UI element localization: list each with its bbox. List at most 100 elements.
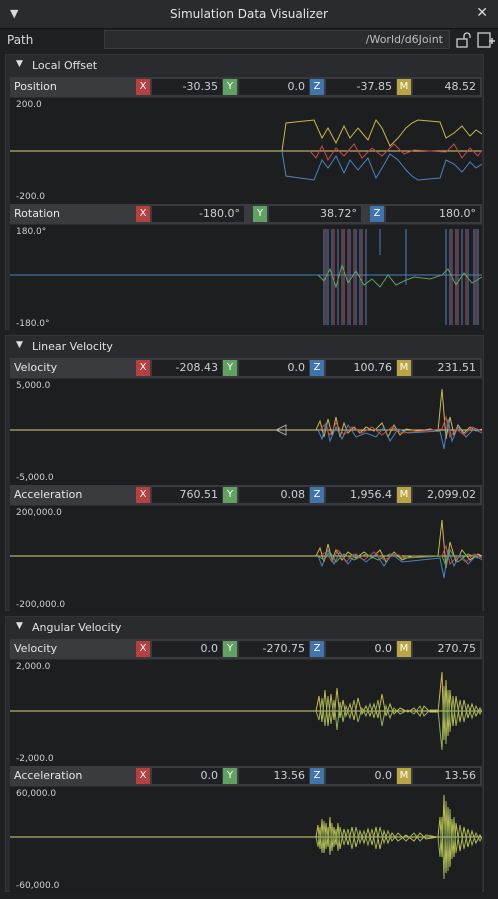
section-header[interactable]: ▼ Linear Velocity xyxy=(6,336,483,358)
x-badge: X xyxy=(136,360,150,376)
z-badge: Z xyxy=(310,487,324,503)
axis-max-label: 2,000.0 xyxy=(16,662,51,672)
axis-max-label: 200,000.0 xyxy=(16,508,62,518)
x-value[interactable]: -30.35 xyxy=(152,79,222,95)
rotation-plot: 180.0° -180.0° xyxy=(10,225,482,331)
acceleration-plot: 200,000.0 -200,000.0 xyxy=(10,506,482,612)
plot-traces xyxy=(10,118,482,181)
m-value[interactable]: 231.51 xyxy=(413,360,480,376)
triangle-down-icon[interactable]: ▼ xyxy=(16,621,23,631)
plot-traces xyxy=(10,671,482,751)
z-value[interactable]: 1,956.4 xyxy=(326,487,396,503)
velocity-plot: 5,000.0 -5,000.0 xyxy=(10,379,482,485)
section-angular-velocity: ▼ Angular Velocity Velocity X 0.0 Y -270… xyxy=(5,616,484,893)
x-badge: X xyxy=(136,641,150,657)
acceleration-row: Acceleration X 760.51 Y 0.08 Z 1,956.4 M… xyxy=(10,485,482,505)
lock-icon[interactable] xyxy=(455,32,471,48)
x-value[interactable]: -180.0° xyxy=(152,206,244,222)
m-value[interactable]: 13.56 xyxy=(413,768,480,784)
m-badge: M xyxy=(397,487,411,503)
m-value[interactable]: 2,099.02 xyxy=(413,487,480,503)
z-badge: Z xyxy=(370,206,384,222)
z-badge: Z xyxy=(310,768,324,784)
row-label: Rotation xyxy=(14,207,61,220)
close-icon[interactable]: ✕ xyxy=(476,5,488,21)
y-badge: Y xyxy=(223,487,237,503)
add-icon[interactable] xyxy=(477,32,495,48)
z-value[interactable]: 0.0 xyxy=(326,641,396,657)
row-label: Position xyxy=(14,80,57,93)
y-badge: Y xyxy=(223,641,237,657)
axis-max-label: 5,000.0 xyxy=(16,381,51,391)
section-title[interactable]: Linear Velocity xyxy=(32,340,113,353)
section-header[interactable]: ▼ Angular Velocity xyxy=(6,617,483,639)
y-value[interactable]: 0.08 xyxy=(239,487,309,503)
triangle-down-icon[interactable]: ▼ xyxy=(16,59,23,69)
section-header[interactable]: ▼ Local Offset xyxy=(6,55,483,77)
section-local-offset: ▼ Local Offset Position X -30.35 Y 0.0 Z… xyxy=(5,54,484,331)
axis-min-label: -180.0° xyxy=(16,319,50,329)
position-plot: 200.0 -200.0 xyxy=(10,98,482,204)
triangle-down-icon[interactable]: ▼ xyxy=(10,7,19,20)
y-value[interactable]: 38.72° xyxy=(269,206,361,222)
path-field[interactable]: /World/d6Joint xyxy=(104,30,450,49)
m-value[interactable]: 48.52 xyxy=(413,79,480,95)
plot-traces xyxy=(10,388,482,450)
m-badge: M xyxy=(397,641,411,657)
velocity-plot: 2,000.0 -2,000.0 xyxy=(10,660,482,766)
row-label: Acceleration xyxy=(14,488,83,501)
plot-traces xyxy=(10,794,482,880)
y-badge: Y xyxy=(253,206,267,222)
z-value[interactable]: -37.85 xyxy=(326,79,396,95)
window-titlebar: ▼ Simulation Data Visualizer ✕ xyxy=(0,0,498,29)
axis-min-label: -60,000.0 xyxy=(16,881,60,891)
x-badge: X xyxy=(136,487,150,503)
acceleration-plot: 60,000.0 -60,000.0 xyxy=(10,787,482,893)
window-title: Simulation Data Visualizer xyxy=(170,7,328,21)
m-badge: M xyxy=(397,768,411,784)
path-row: Path /World/d6Joint xyxy=(0,28,498,54)
rotation-row: Rotation X -180.0° Y 38.72° Z 180.0° xyxy=(10,204,482,224)
x-badge: X xyxy=(136,206,150,222)
z-value[interactable]: 100.76 xyxy=(326,360,396,376)
axis-max-label: 200.0 xyxy=(16,100,42,110)
x-badge: X xyxy=(136,768,150,784)
axis-min-label: -2,000.0 xyxy=(16,754,54,764)
row-label: Velocity xyxy=(14,361,58,374)
y-badge: Y xyxy=(223,360,237,376)
m-badge: M xyxy=(397,360,411,376)
axis-min-label: -5,000.0 xyxy=(16,473,54,483)
position-row: Position X -30.35 Y 0.0 Z -37.85 M 48.52 xyxy=(10,77,482,97)
axis-max-label: 60,000.0 xyxy=(16,789,57,799)
y-badge: Y xyxy=(223,79,237,95)
x-value[interactable]: -208.43 xyxy=(152,360,222,376)
section-title[interactable]: Angular Velocity xyxy=(32,621,122,634)
y-value[interactable]: -270.75 xyxy=(239,641,309,657)
row-label: Acceleration xyxy=(14,769,83,782)
z-badge: Z xyxy=(310,641,324,657)
axis-min-label: -200,000.0 xyxy=(16,600,66,610)
x-badge: X xyxy=(136,79,150,95)
acceleration-row: Acceleration X 0.0 Y 13.56 Z 0.0 M 13.56 xyxy=(10,766,482,786)
y-value[interactable]: 0.0 xyxy=(239,79,309,95)
y-badge: Y xyxy=(223,768,237,784)
section-title[interactable]: Local Offset xyxy=(32,59,98,72)
row-label: Velocity xyxy=(14,642,58,655)
y-value[interactable]: 13.56 xyxy=(239,768,309,784)
velocity-row: Velocity X 0.0 Y -270.75 Z 0.0 M 270.75 xyxy=(10,639,482,659)
x-value[interactable]: 0.0 xyxy=(152,768,222,784)
axis-max-label: 180.0° xyxy=(16,227,47,237)
x-value[interactable]: 0.0 xyxy=(152,641,222,657)
y-value[interactable]: 0.0 xyxy=(239,360,309,376)
z-value[interactable]: 0.0 xyxy=(326,768,396,784)
x-value[interactable]: 760.51 xyxy=(152,487,222,503)
z-badge: Z xyxy=(310,360,324,376)
plot-traces xyxy=(10,229,482,325)
z-value[interactable]: 180.0° xyxy=(386,206,480,222)
triangle-down-icon[interactable]: ▼ xyxy=(16,340,23,350)
path-label: Path xyxy=(7,33,34,47)
m-value[interactable]: 270.75 xyxy=(413,641,480,657)
section-linear-velocity: ▼ Linear Velocity Velocity X -208.43 Y 0… xyxy=(5,335,484,612)
plot-traces xyxy=(10,519,482,579)
axis-min-label: -200.0 xyxy=(16,192,46,202)
